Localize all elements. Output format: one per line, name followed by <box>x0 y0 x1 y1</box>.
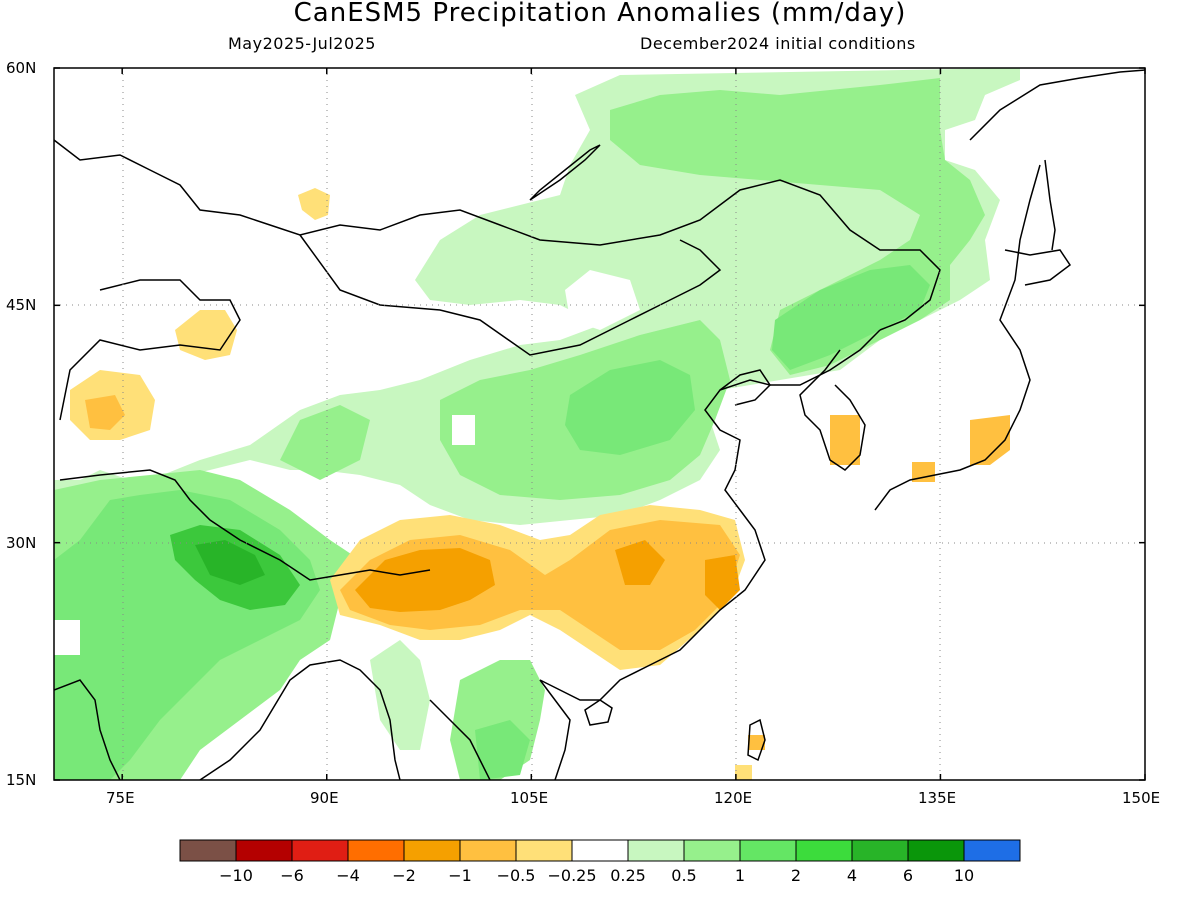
russia-coast <box>969 69 1145 141</box>
region-tibet-wet <box>280 405 370 480</box>
lon-label-105e: 105E <box>510 789 549 807</box>
bohai-coast <box>719 369 771 406</box>
region-japan-dry <box>970 415 1010 465</box>
forecast-period: May2025-Jul2025 <box>228 34 376 53</box>
india-coast <box>54 679 121 780</box>
lat-label-60n: 60N <box>6 59 37 77</box>
region-indochina-wet <box>370 640 430 750</box>
region-india-white-notch <box>54 620 80 655</box>
region-mongolia-wet-band <box>54 68 1020 525</box>
lon-label-90e: 90E <box>310 789 339 807</box>
bay-of-bengal-coast <box>199 659 401 780</box>
lat-label-45n: 45N <box>6 296 37 314</box>
sakhalin-outline <box>1044 159 1056 251</box>
region-kazakhstan-dry-core <box>85 395 125 430</box>
mongolia-china-border <box>299 234 722 356</box>
map-title: CanESM5 Precipitation Anomalies (mm/day) <box>293 0 907 28</box>
lon-label-75e: 75E <box>106 789 135 807</box>
anomaly-field <box>54 68 1020 780</box>
korea-outline <box>799 349 866 471</box>
region-taiwan-dry-2 <box>735 765 752 780</box>
russia-china-border <box>54 139 941 331</box>
lat-label-30n: 30N <box>6 534 37 552</box>
lake-baikal <box>529 144 601 201</box>
lon-label-120e: 120E <box>714 789 753 807</box>
region-south-china-dry-core <box>355 548 495 612</box>
region-kazakhstan-dry-3 <box>298 188 330 220</box>
himalaya-border <box>59 469 431 581</box>
region-indochina-wet-3 <box>475 720 530 780</box>
region-taiwan-dry <box>748 735 765 750</box>
region-japan-dry-2 <box>912 462 935 482</box>
region-mongolia-wet-hole <box>565 270 640 330</box>
hainan-outline <box>584 699 613 726</box>
region-white-hole <box>452 415 475 445</box>
region-manchuria-wet-core <box>772 265 930 370</box>
lon-label-135e: 135E <box>918 789 957 807</box>
coastlines <box>54 69 1145 780</box>
axis-ticks <box>54 67 1146 781</box>
lon-label-150e: 150E <box>1122 789 1161 807</box>
region-kazakhstan-dry-2 <box>175 310 237 360</box>
hokkaido-outline <box>1004 249 1072 286</box>
lat-label-15n: 15N <box>6 771 37 789</box>
initial-conditions: December2024 initial conditions <box>640 34 916 53</box>
region-south-china-dry-core-3 <box>705 555 740 610</box>
region-south-china-dry-core-2 <box>615 540 665 585</box>
map-frame <box>53 67 1146 781</box>
region-korea-dry <box>830 415 860 465</box>
region-north-china-wet-core <box>565 360 695 455</box>
taiwan-outline <box>747 718 766 762</box>
region-nepal-wet-inner <box>195 540 265 585</box>
indochina-coast <box>429 679 571 780</box>
kazakhstan-border <box>59 279 241 421</box>
